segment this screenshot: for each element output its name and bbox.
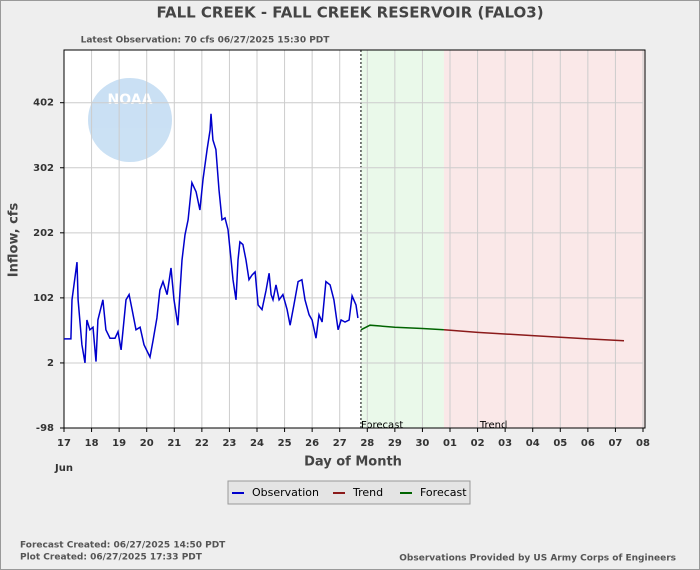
subtitle: Latest Observation: 70 cfs 06/27/2025 15… <box>81 36 331 46</box>
x-tick-label: 25 <box>278 438 292 449</box>
x-axis-label: Day of Month <box>304 455 402 470</box>
footer-text: Forecast Created: 06/27/2025 14:50 PDT <box>20 541 226 551</box>
x-tick-label: 19 <box>112 438 126 449</box>
region <box>360 50 444 428</box>
logo-circle <box>88 78 172 162</box>
series-line <box>360 324 444 331</box>
legend-label: Observation <box>252 486 319 499</box>
x-tick-label: 20 <box>140 438 154 449</box>
region <box>443 50 645 428</box>
x-tick-label: 30 <box>415 438 429 449</box>
y-tick-label: 102 <box>33 293 54 304</box>
x-tick-label: 27 <box>333 438 347 449</box>
plot-border <box>63 49 646 429</box>
x-tick-label: 08 <box>636 438 650 449</box>
y-tick-label: 302 <box>33 163 54 174</box>
y-tick-label: -98 <box>36 423 54 434</box>
x-tick-label: 29 <box>388 438 402 449</box>
x-tick-label: 03 <box>498 438 512 449</box>
region-label: Forecast <box>361 420 403 431</box>
month-label: Jun <box>54 463 73 474</box>
chart-title: FALL CREEK - FALL CREEK RESERVOIR (FALO3… <box>156 4 543 22</box>
x-tick-label: 17 <box>57 438 71 449</box>
y-axis-label: Inflow, cfs <box>7 203 22 278</box>
x-tick-label: 04 <box>526 438 540 449</box>
x-tick-label: 18 <box>85 438 99 449</box>
legend <box>227 480 471 505</box>
region-label: Trend <box>479 420 507 431</box>
x-tick-label: 26 <box>305 438 319 449</box>
y-tick-label: 402 <box>33 98 54 109</box>
footer-text: Plot Created: 06/27/2025 17:33 PDT <box>20 553 203 563</box>
x-tick-label: 02 <box>471 438 485 449</box>
x-tick-label: 07 <box>608 438 622 449</box>
x-tick-label: 21 <box>167 438 181 449</box>
y-tick-label: 2 <box>47 358 54 369</box>
footer-text: Observations Provided by US Army Corps o… <box>399 554 676 564</box>
series-line <box>64 113 359 364</box>
noaa-logo: NOAA <box>88 78 172 162</box>
x-tick-label: 23 <box>222 438 236 449</box>
x-tick-label: 22 <box>195 438 209 449</box>
x-tick-label: 01 <box>443 438 457 449</box>
legend-label: Forecast <box>420 486 467 499</box>
logo-text: NOAA <box>108 92 153 108</box>
legend-label: Trend <box>352 486 383 499</box>
x-tick-label: 28 <box>360 438 374 449</box>
x-tick-label: 24 <box>250 438 264 449</box>
x-tick-label: 05 <box>553 438 567 449</box>
x-tick-label: 06 <box>581 438 595 449</box>
series-line <box>443 329 625 342</box>
y-tick-label: 202 <box>33 228 54 239</box>
